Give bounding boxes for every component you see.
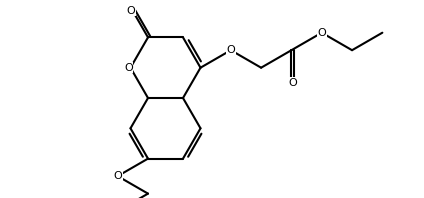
Text: O: O bbox=[288, 78, 297, 88]
Text: O: O bbox=[226, 45, 235, 55]
Text: O: O bbox=[127, 6, 136, 16]
Text: O: O bbox=[124, 63, 133, 73]
Text: O: O bbox=[113, 171, 122, 181]
Text: O: O bbox=[318, 28, 326, 38]
